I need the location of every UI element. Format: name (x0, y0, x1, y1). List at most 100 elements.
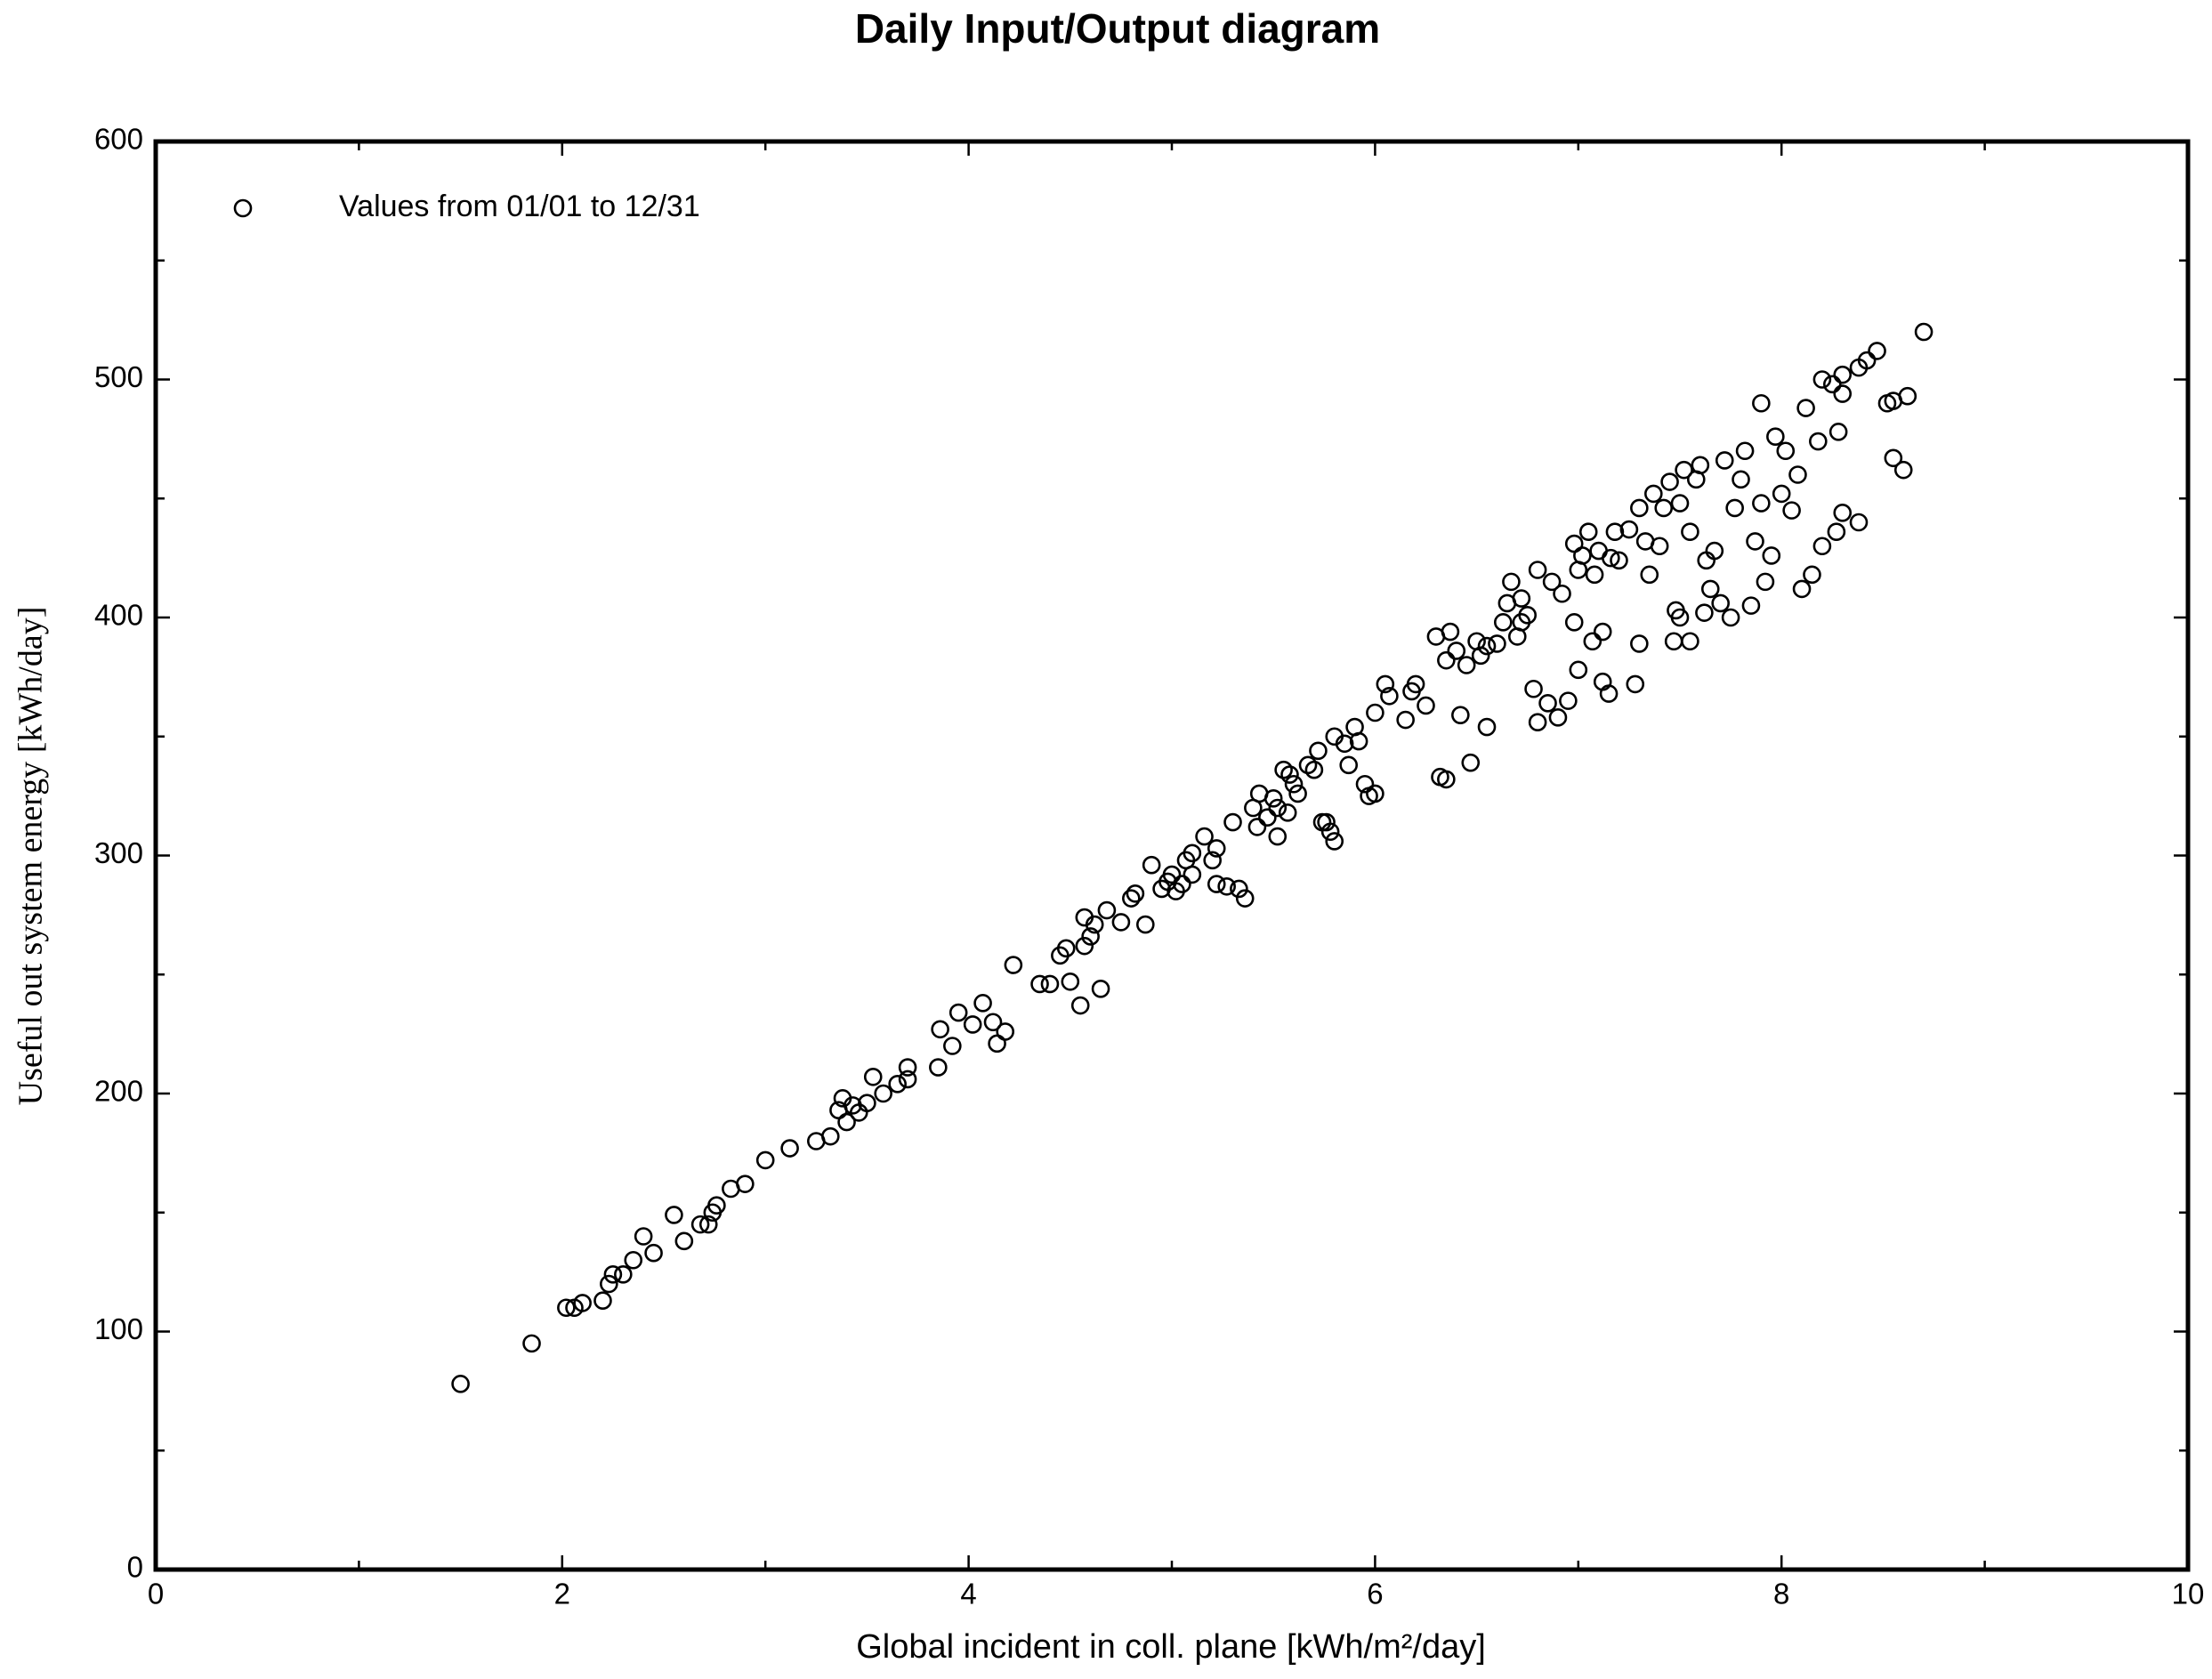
scatter-point (1868, 342, 1886, 360)
x-tick-label: 0 (148, 1578, 164, 1610)
scatter-point (1502, 572, 1521, 592)
scatter-point (1376, 674, 1395, 694)
scatter-point (557, 1298, 576, 1318)
scatter-point (1630, 634, 1649, 653)
scatter-point (1605, 522, 1625, 542)
scatter-point (1528, 561, 1547, 579)
scatter-point (614, 1265, 633, 1284)
scatter-point (1746, 532, 1764, 551)
y-tick-label: 100 (94, 1312, 143, 1345)
scatter-point (1654, 498, 1674, 518)
scatter-point (1091, 980, 1110, 998)
scatter-point (1670, 608, 1690, 627)
scatter-point (1268, 798, 1288, 818)
scatter-point (988, 1034, 1006, 1053)
scatter-point (1548, 708, 1568, 727)
scatter-point (1075, 936, 1094, 956)
scatter-point (1583, 632, 1602, 651)
scatter-point (983, 1013, 1003, 1032)
scatter-point (1447, 642, 1466, 660)
scatter-point (1756, 572, 1775, 592)
scatter-point (858, 1094, 876, 1112)
scatter-point (1564, 613, 1584, 632)
scatter-point (707, 1196, 726, 1215)
scatter-point (1681, 522, 1699, 542)
scatter-point (1827, 522, 1846, 542)
scatter-point (973, 994, 992, 1013)
scatter-point (898, 1058, 917, 1077)
scatter-point (1564, 534, 1584, 553)
scatter-point (1721, 608, 1740, 627)
scatter-point (1203, 851, 1222, 870)
scatter-point (593, 1291, 612, 1311)
scatter-point (1741, 596, 1761, 615)
y-tick-label: 200 (94, 1075, 143, 1108)
scatter-point (1366, 784, 1385, 803)
scatter-point (1675, 460, 1693, 480)
scatter-point (1833, 503, 1853, 522)
scatter-point (522, 1334, 541, 1353)
scatter-point (1325, 832, 1344, 851)
scatter-point (1512, 589, 1531, 608)
scatter-point (1061, 972, 1080, 991)
scatter-point (1268, 827, 1288, 846)
scatter-point (863, 1067, 883, 1086)
scatter-point (1380, 686, 1399, 706)
scatter-point (888, 1075, 907, 1094)
scatter-point (1030, 974, 1049, 994)
scatter-point (1650, 537, 1669, 556)
scatter-point (1914, 322, 1933, 342)
scatter-point (1715, 451, 1734, 470)
scatter-point (1619, 520, 1639, 539)
scatter-point (755, 1150, 775, 1170)
scatter-point (1235, 889, 1255, 908)
scatter-point (1437, 770, 1456, 789)
scatter-point (603, 1265, 623, 1284)
scatter-point (1725, 498, 1744, 518)
scatter-point (1849, 513, 1869, 532)
scatter-point (1284, 774, 1304, 794)
scatter-point (1796, 399, 1815, 417)
scatter-point (1142, 855, 1161, 875)
y-tick-label: 500 (94, 360, 143, 393)
scatter-point (1339, 755, 1359, 775)
scatter-point (451, 1375, 470, 1393)
scatter-point (1602, 548, 1620, 568)
scatter-point (996, 1022, 1015, 1041)
x-tick-label: 10 (2172, 1578, 2205, 1610)
y-tick-label: 600 (94, 123, 143, 156)
scatter-point (1681, 632, 1699, 651)
scatter-point (1857, 351, 1877, 370)
scatter-point (1812, 370, 1832, 389)
y-tick-label: 300 (94, 836, 143, 869)
scatter-point (1518, 606, 1537, 625)
scatter-point (1752, 494, 1771, 513)
scatter-point (1772, 484, 1791, 504)
chart-title: Daily Input/Output diagram (855, 5, 1380, 52)
scatter-point (1559, 691, 1578, 710)
scatter-point (1081, 927, 1100, 946)
scatter-point (1803, 565, 1821, 585)
scatter-point (1893, 460, 1913, 480)
scatter-point (1085, 915, 1104, 934)
scatter-point (1670, 494, 1690, 513)
scatter-point (1644, 484, 1663, 504)
x-tick-label: 8 (1773, 1578, 1789, 1610)
scatter-point (837, 1112, 856, 1132)
scatter-point (600, 1274, 618, 1294)
scatter-point (1195, 827, 1214, 846)
scatter-point (1309, 741, 1328, 761)
scatter-point (1258, 808, 1277, 827)
scatter-point (1711, 593, 1730, 613)
scatter-point (1366, 703, 1385, 722)
scatter-point (1335, 734, 1354, 754)
scatter-point (1752, 393, 1771, 413)
scatter-point (1700, 579, 1720, 599)
scatter-point (1610, 551, 1628, 570)
scatter-point (1111, 913, 1131, 932)
scatter-point (624, 1250, 643, 1270)
scatter-point (1396, 710, 1415, 730)
scatter-point (1809, 432, 1828, 451)
scatter-point (1542, 572, 1562, 592)
